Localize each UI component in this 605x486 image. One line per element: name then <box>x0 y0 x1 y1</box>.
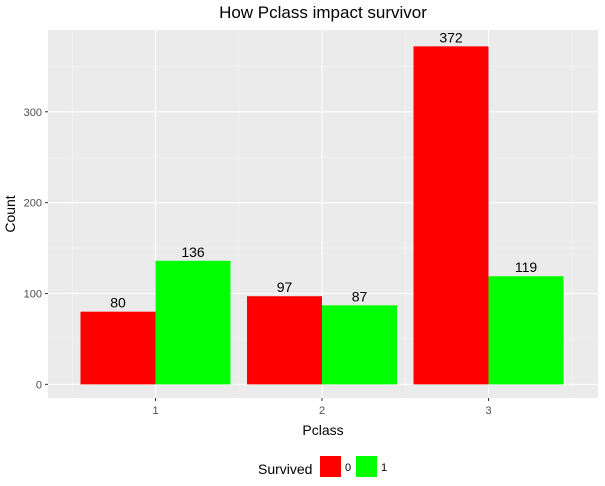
legend-label-1: 1 <box>381 462 387 474</box>
data-label: 119 <box>515 259 538 275</box>
data-label: 97 <box>277 279 293 295</box>
data-label: 136 <box>181 244 205 260</box>
y-tick-label: 0 <box>36 379 42 391</box>
bar-series-0-cat-3 <box>413 46 489 385</box>
bar-series-0-cat-2 <box>247 296 322 385</box>
bar-series-1-cat-3 <box>488 276 564 385</box>
y-axis: 0 100 200 300 <box>24 107 48 391</box>
legend-key-1 <box>356 456 377 477</box>
x-tick-label: 2 <box>319 405 325 417</box>
bar-series-1-cat-2 <box>322 305 397 385</box>
bar-series-1-cat-1 <box>155 260 231 385</box>
x-tick-label: 1 <box>152 405 158 417</box>
x-axis-title: Pclass <box>302 422 343 438</box>
data-labels: 80 97 372 136 87 119 <box>110 29 537 310</box>
y-tick-label: 200 <box>24 198 42 210</box>
bar-series-0-cat-1 <box>80 311 156 385</box>
legend-title: Survived <box>258 461 312 477</box>
y-tick-label: 100 <box>24 289 42 301</box>
data-label: 87 <box>352 288 368 304</box>
x-axis: 1 2 3 <box>152 398 492 417</box>
bars <box>80 46 564 385</box>
chart-title: How Pclass impact survivor <box>219 3 427 22</box>
legend-label-0: 0 <box>345 462 351 474</box>
data-label: 80 <box>110 295 126 311</box>
y-tick-label: 300 <box>24 107 42 119</box>
legend-key-0 <box>320 456 341 477</box>
data-label: 372 <box>439 29 463 45</box>
y-axis-title: Count <box>2 195 18 232</box>
x-tick-label: 3 <box>485 405 491 417</box>
legend: Survived 0 1 <box>258 456 387 477</box>
